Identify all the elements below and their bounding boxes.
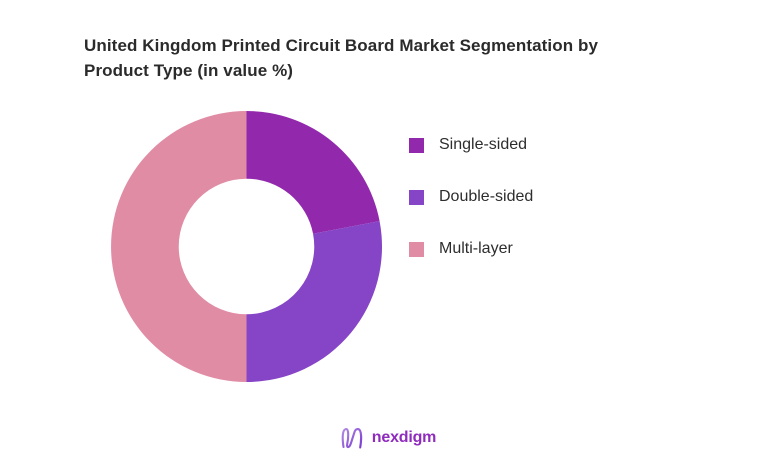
chart-title-line-1: United Kingdom Printed Circuit Board Mar… [84, 36, 599, 56]
legend-item-multi-layer: Multi-layer [409, 240, 533, 258]
legend-item-single-sided: Single-sided [409, 136, 533, 154]
nexdigm-logo: nexdigm [0, 424, 775, 452]
chart-title: United Kingdom Printed Circuit Board Mar… [84, 33, 724, 83]
legend-swatch-double-sided [409, 189, 424, 205]
donut-chart [111, 111, 382, 382]
donut-segment-double-sided [246, 221, 382, 382]
nexdigm-logo-text: nexdigm [371, 429, 437, 446]
chart-legend: Single-sided Double-sided Multi-layer [409, 136, 533, 292]
legend-label-single-sided: Single-sided [439, 136, 528, 153]
legend-label-double-sided: Double-sided [439, 188, 534, 205]
legend-label-multi-layer: Multi-layer [439, 240, 513, 257]
legend-swatch-single-sided [409, 137, 424, 153]
legend-item-double-sided: Double-sided [409, 188, 533, 206]
donut-segment-multi-layer [111, 111, 247, 382]
legend-swatch-multi-layer [409, 241, 424, 257]
nexdigm-logo-mark [341, 427, 362, 449]
chart-title-line-2: Product Type (in value %) [84, 61, 294, 81]
donut-segment-single-sided [246, 111, 380, 234]
